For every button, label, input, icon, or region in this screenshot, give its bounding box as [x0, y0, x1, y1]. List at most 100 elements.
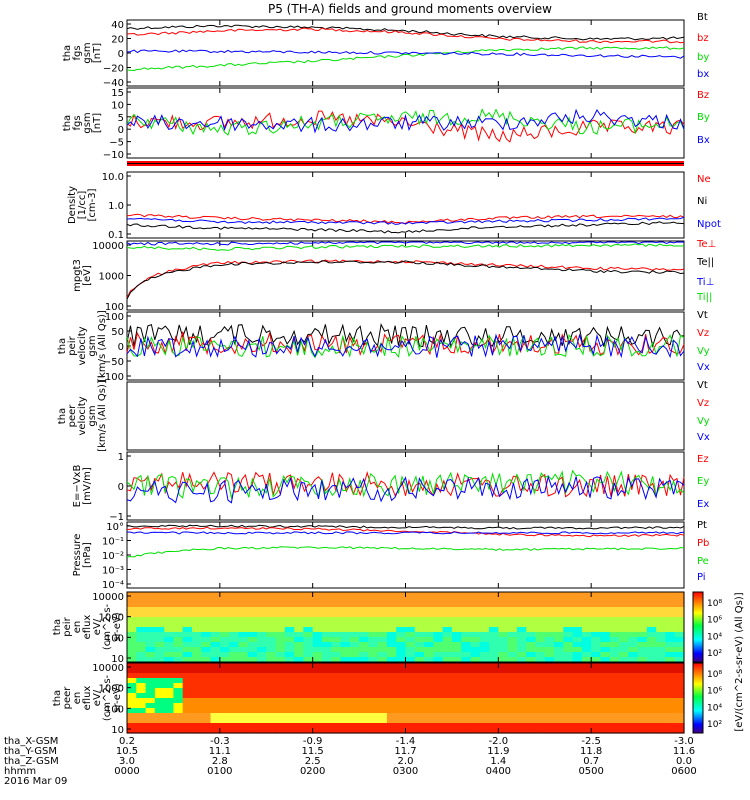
heatmap-cell: [210, 597, 221, 603]
heatmap-cell: [628, 627, 639, 633]
heatmap-cell: [173, 597, 184, 603]
heatmap-cell: [451, 627, 462, 633]
heatmap-cell: [544, 698, 555, 704]
footer-value: 0100: [207, 766, 232, 777]
heatmap-cell: [145, 647, 156, 653]
footer-value: 11.5: [302, 746, 324, 757]
heatmap-cell: [368, 642, 379, 648]
heatmap-cell: [479, 673, 490, 679]
heatmap-cell: [619, 723, 629, 729]
heatmap-cell: [145, 688, 156, 694]
heatmap-cell: [349, 647, 360, 653]
heatmap-cell: [433, 678, 444, 684]
heatmap-cell: [609, 728, 620, 734]
heatmap-cell: [164, 627, 175, 633]
heatmap-cell: [386, 627, 397, 633]
heatmap-cell: [507, 683, 518, 689]
heatmap-cell: [321, 647, 332, 653]
heatmap-cell: [284, 693, 295, 699]
heatmap-cell: [182, 703, 193, 709]
heatmap-cell: [182, 647, 193, 653]
heatmap-cell: [386, 642, 397, 648]
heatmap-cell: [386, 592, 397, 598]
heatmap-cell: [368, 668, 379, 674]
heatmap-cell: [340, 703, 351, 709]
heatmap-cell: [470, 657, 481, 663]
heatmap-cell: [164, 718, 175, 724]
heatmap-cell: [656, 647, 667, 653]
heatmap-cell: [656, 723, 667, 729]
heatmap-cell: [572, 708, 583, 714]
heatmap-cell: [424, 713, 434, 719]
heatmap-cell: [294, 597, 304, 603]
heatmap-cell: [424, 627, 434, 633]
heatmap-cell: [377, 642, 388, 648]
heatmap-cell: [247, 592, 258, 598]
heatmap-cell: [275, 607, 286, 613]
heatmap-cell: [182, 663, 193, 669]
heatmap-cell: [386, 637, 397, 643]
heatmap-cell: [656, 607, 667, 613]
heatmap-cell: [581, 703, 592, 709]
heatmap-cell: [619, 597, 629, 603]
heatmap-cell: [396, 597, 407, 603]
heatmap-cell: [164, 617, 175, 623]
heatmap-cell: [201, 718, 212, 724]
heatmap-cell: [609, 698, 620, 704]
heatmap-cell: [591, 673, 602, 679]
heatmap-cell: [275, 602, 286, 608]
heatmap-cell: [312, 678, 323, 684]
heatmap-cell: [210, 622, 221, 628]
y-axis-label: peir: [62, 616, 73, 636]
heatmap-cell: [275, 668, 286, 674]
heatmap-cell: [266, 597, 277, 603]
heatmap-cell: [368, 678, 379, 684]
heatmap-cell: [489, 602, 499, 608]
heatmap-cell: [127, 673, 137, 679]
heatmap-cell: [164, 612, 175, 618]
y-axis-label: peer: [62, 686, 73, 710]
heatmap-cell: [312, 693, 323, 699]
footer-row-label: hhmm: [4, 766, 36, 777]
footer-value: 0200: [300, 766, 325, 777]
heatmap-cell: [386, 612, 397, 618]
heatmap-cell: [507, 607, 518, 613]
heatmap-cell: [173, 637, 184, 643]
heatmap-cell: [266, 663, 277, 669]
heatmap-cell: [219, 647, 230, 653]
heatmap-cell: [182, 693, 193, 699]
heatmap-cell: [572, 663, 583, 669]
heatmap-cell: [498, 642, 509, 648]
heatmap-cell: [145, 622, 156, 628]
heatmap-cell: [136, 612, 147, 618]
heatmap-cell: [256, 657, 267, 663]
heatmap-cell: [600, 663, 611, 669]
heatmap-cell: [145, 597, 156, 603]
heatmap-cell: [173, 693, 184, 699]
heatmap-cell: [164, 668, 175, 674]
y-tick-label: 10: [111, 654, 124, 665]
heatmap-cell: [127, 612, 137, 618]
heatmap-cell: [609, 668, 620, 674]
heatmap-cell: [637, 602, 648, 608]
heatmap-cell: [461, 607, 472, 613]
heatmap-cell: [136, 607, 147, 613]
heatmap-cell: [526, 622, 537, 628]
heatmap-cell: [544, 637, 555, 643]
heatmap-cell: [581, 637, 592, 643]
heatmap-cell: [581, 728, 592, 734]
heatmap-cell: [154, 663, 165, 669]
heatmap-cell: [424, 632, 434, 638]
heatmap-cell: [386, 723, 397, 729]
heatmap-cell: [145, 673, 156, 679]
heatmap-cell: [312, 632, 323, 638]
heatmap-cell: [275, 673, 286, 679]
heatmap-cell: [489, 612, 499, 618]
legend-label: Vy: [697, 346, 710, 357]
heatmap-cell: [386, 683, 397, 689]
legend-label: Bz: [697, 90, 709, 101]
heatmap-cell: [619, 652, 629, 658]
heatmap-cell: [210, 693, 221, 699]
heatmap-cell: [154, 718, 165, 724]
heatmap-cell: [331, 652, 342, 658]
